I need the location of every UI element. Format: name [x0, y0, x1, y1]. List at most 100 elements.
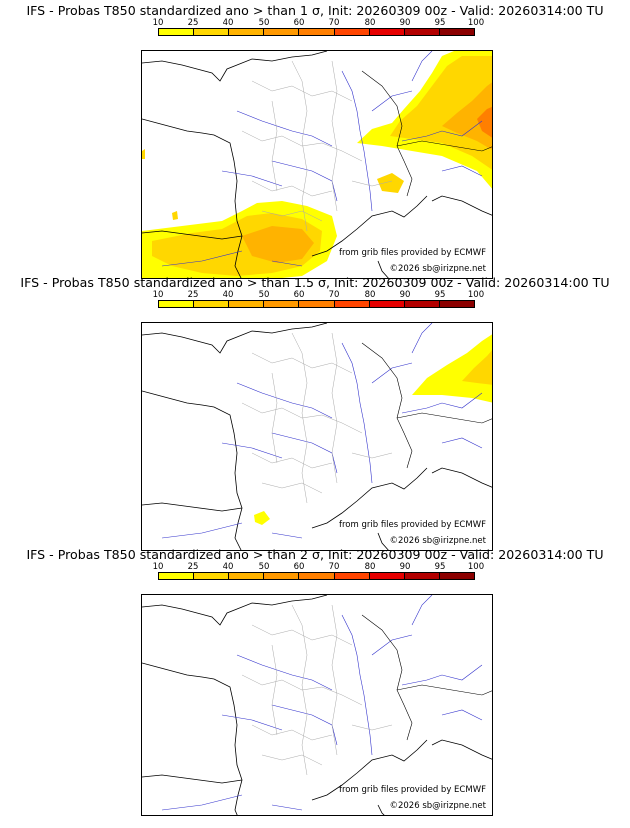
scale-label: 80: [364, 290, 376, 300]
panel-title: IFS - Probas T850 standardized ano > tha…: [20, 275, 610, 290]
scale-segment: [229, 301, 265, 307]
scale-label: 10: [152, 18, 164, 28]
panel-title: IFS - Probas T850 standardized ano > tha…: [26, 3, 604, 18]
map-panel-1-5sigma: IFS - Probas T850 standardized ano > tha…: [0, 275, 630, 551]
scale-label: 60: [293, 290, 305, 300]
scale-label: 40: [222, 18, 234, 28]
color-scale-bar: [158, 28, 475, 36]
scale-segment: [159, 573, 195, 579]
scale-segment: [439, 573, 474, 579]
coastline: [142, 323, 492, 550]
shading-alps-yellow: [412, 334, 492, 403]
admin-borders: [241, 604, 393, 776]
panel-title: IFS - Probas T850 standardized ano > tha…: [26, 547, 604, 562]
scale-segment: [334, 29, 370, 35]
scale-segment: [194, 573, 230, 579]
scale-label: 25: [187, 290, 199, 300]
scale-segment: [194, 29, 230, 35]
probability-map: from grib files provided by ECMWF ©2026 …: [141, 322, 493, 551]
probability-map: from grib files provided by ECMWF ©2026 …: [141, 50, 493, 279]
scale-label: 50: [258, 562, 270, 572]
scale-segment: [369, 573, 405, 579]
scale-segment: [264, 573, 300, 579]
scale-segment: [299, 301, 335, 307]
scale-label: 90: [399, 562, 411, 572]
scale-label: 100: [467, 562, 485, 572]
scale-segment: [369, 301, 405, 307]
scale-label: 10: [152, 290, 164, 300]
national-borders: [361, 614, 492, 741]
probability-map: from grib files provided by ECMWF ©2026 …: [141, 594, 493, 816]
scale-label: 80: [364, 18, 376, 28]
copyright-credit: ©2026 sb@irizpne.net: [389, 264, 486, 274]
scale-label: 95: [434, 290, 446, 300]
probability-shading: [254, 334, 492, 525]
scale-label: 100: [467, 290, 485, 300]
shading-provence: [377, 173, 404, 193]
scale-label: 60: [293, 18, 305, 28]
color-scale-labels: 10 25 40 50 60 70 80 90 95 100: [153, 562, 485, 572]
shading-pyrenees-orange: [242, 226, 314, 263]
scale-segment: [334, 573, 370, 579]
scale-segment: [334, 301, 370, 307]
geography: [142, 51, 492, 278]
scale-label: 90: [399, 290, 411, 300]
shading-alps-gold: [462, 350, 492, 385]
map-panel-1sigma: IFS - Probas T850 standardized ano > tha…: [0, 3, 630, 279]
scale-segment: [229, 29, 265, 35]
scale-label: 50: [258, 290, 270, 300]
scale-segment: [439, 301, 474, 307]
coastline: [142, 51, 492, 278]
shading-alps-dark-orange: [477, 106, 492, 138]
coastline: [142, 595, 492, 815]
scale-label: 80: [364, 562, 376, 572]
scale-segment: [159, 29, 195, 35]
scale-label: 70: [328, 290, 340, 300]
scale-label: 40: [222, 562, 234, 572]
scale-segment: [299, 573, 335, 579]
rivers: [161, 323, 483, 539]
scale-segment: [404, 573, 440, 579]
scale-label: 25: [187, 562, 199, 572]
map-svg: [142, 595, 492, 815]
data-source-credit: from grib files provided by ECMWF: [339, 520, 486, 530]
scale-segment: [229, 573, 265, 579]
shading-alps-gold: [390, 56, 492, 170]
scale-label: 100: [467, 18, 485, 28]
scale-segment: [439, 29, 474, 35]
shading-alps-orange: [442, 82, 492, 150]
scale-label: 95: [434, 562, 446, 572]
color-scale-labels: 10 25 40 50 60 70 80 90 95 100: [153, 18, 485, 28]
scale-label: 90: [399, 18, 411, 28]
scale-segment: [264, 29, 300, 35]
scale-label: 10: [152, 562, 164, 572]
copyright-credit: ©2026 sb@irizpne.net: [389, 801, 486, 811]
shading-spot-spain: [254, 511, 270, 525]
map-svg: [142, 323, 492, 550]
scale-segment: [404, 301, 440, 307]
admin-borders: [241, 332, 393, 504]
scale-segment: [194, 301, 230, 307]
rivers: [161, 51, 483, 267]
scale-label: 40: [222, 290, 234, 300]
color-scale-labels: 10 25 40 50 60 70 80 90 95 100: [153, 290, 485, 300]
admin-borders: [241, 60, 393, 232]
geography: [142, 595, 492, 815]
data-source-credit: from grib files provided by ECMWF: [339, 785, 486, 795]
geography: [142, 323, 492, 550]
scale-label: 25: [187, 18, 199, 28]
scale-label: 60: [293, 562, 305, 572]
shading-spot-biscay: [172, 211, 178, 220]
scale-segment: [369, 29, 405, 35]
scale-label: 70: [328, 18, 340, 28]
national-borders: [361, 342, 492, 469]
scale-label: 70: [328, 562, 340, 572]
copyright-credit: ©2026 sb@irizpne.net: [389, 536, 486, 546]
scale-segment: [299, 29, 335, 35]
scale-segment: [159, 301, 195, 307]
map-panel-2sigma: IFS - Probas T850 standardized ano > tha…: [0, 547, 630, 819]
data-source-credit: from grib files provided by ECMWF: [339, 248, 486, 258]
map-svg: [142, 51, 492, 278]
scale-label: 95: [434, 18, 446, 28]
shading-spot-west: [142, 149, 145, 159]
